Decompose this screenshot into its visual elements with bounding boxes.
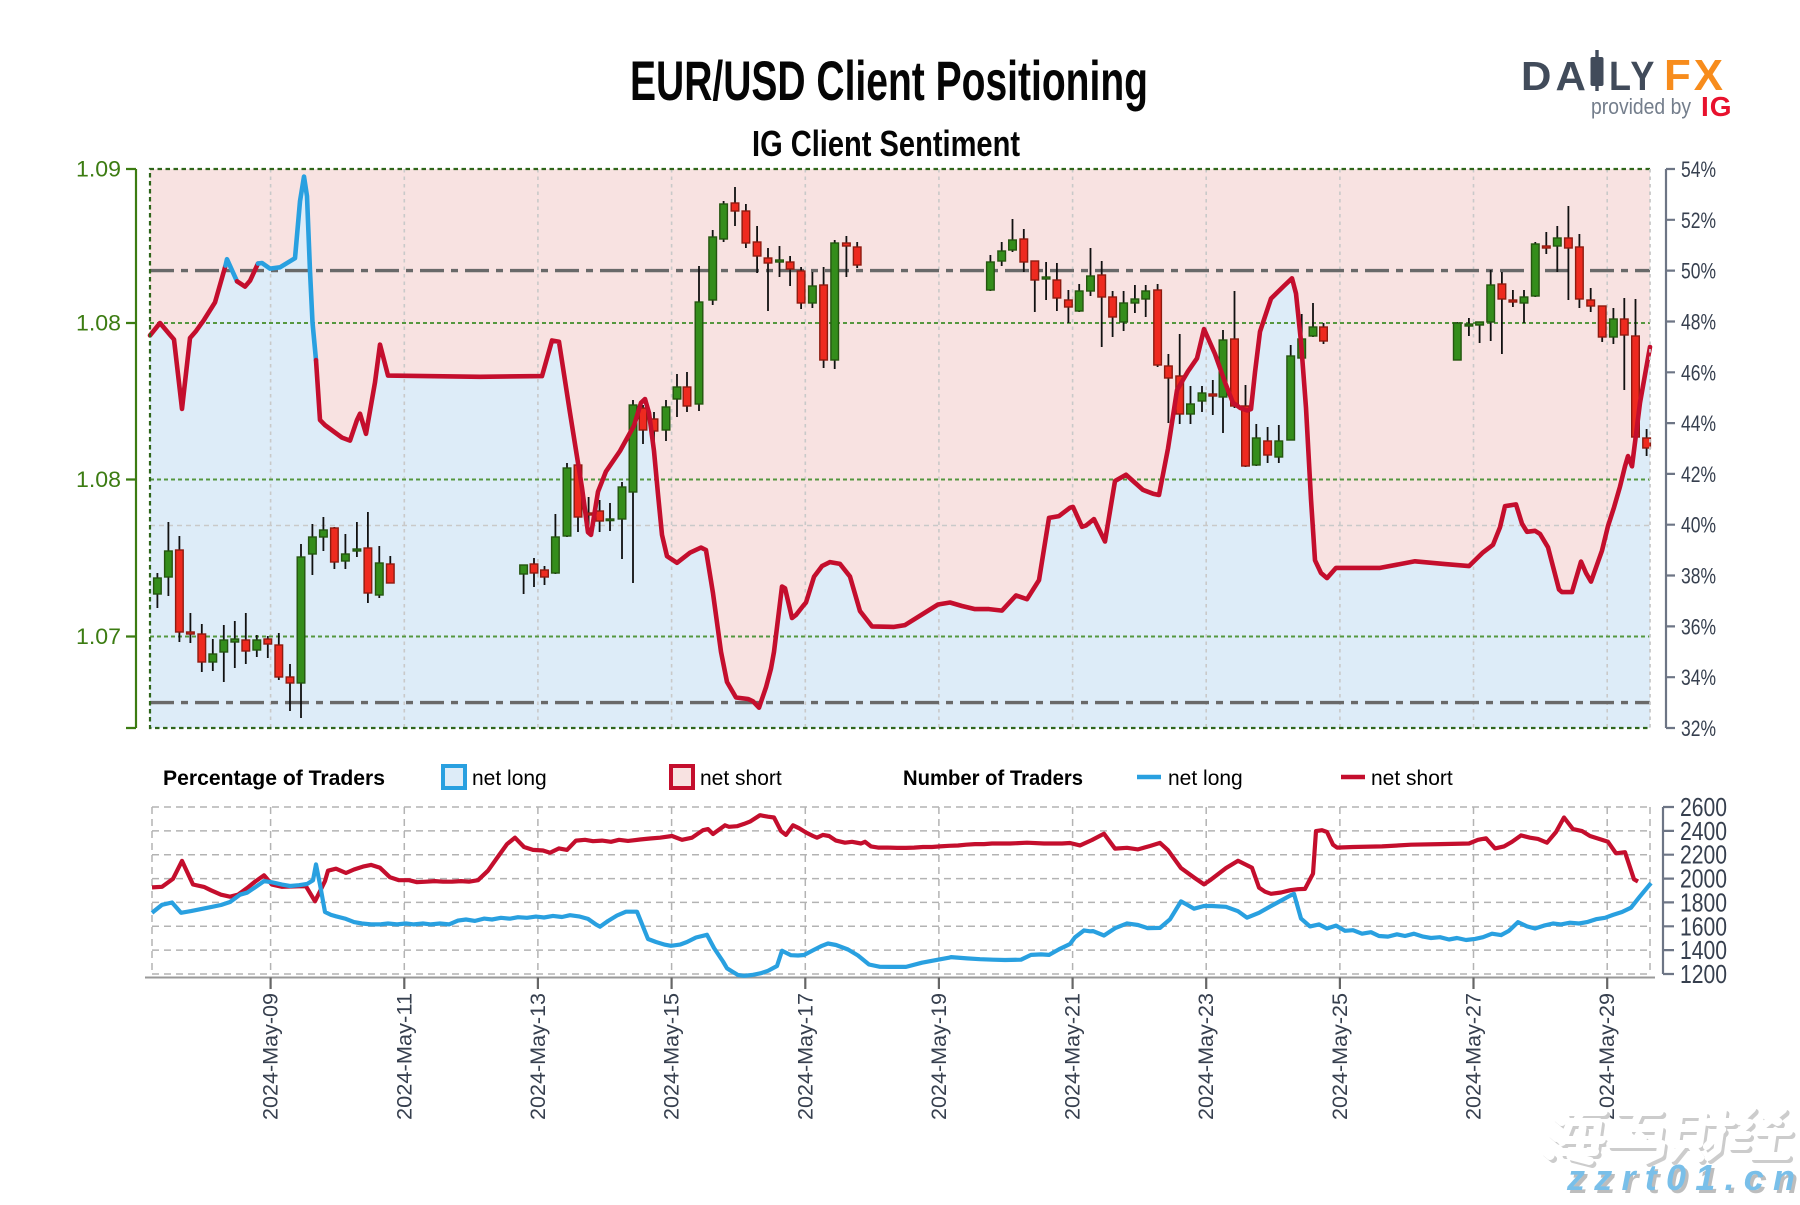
svg-text:2024-May-23: 2024-May-23 bbox=[1195, 993, 1218, 1120]
svg-text:zzrt01.cn: zzrt01.cn bbox=[1566, 1157, 1795, 1198]
svg-text:34%: 34% bbox=[1681, 665, 1716, 690]
svg-text:2000: 2000 bbox=[1680, 864, 1727, 894]
svg-text:IG Client Sentiment: IG Client Sentiment bbox=[752, 123, 1020, 164]
svg-text:net short: net short bbox=[700, 767, 782, 790]
svg-text:2024-May-19: 2024-May-19 bbox=[928, 993, 951, 1120]
svg-text:2600: 2600 bbox=[1680, 792, 1727, 822]
svg-text:EUR/USD Client Positioning: EUR/USD Client Positioning bbox=[630, 49, 1148, 112]
svg-text:54%: 54% bbox=[1681, 157, 1716, 182]
svg-text:net short: net short bbox=[1371, 767, 1453, 790]
svg-text:1.08: 1.08 bbox=[76, 467, 121, 492]
svg-text:2024-May-17: 2024-May-17 bbox=[794, 993, 817, 1120]
svg-text:42%: 42% bbox=[1681, 462, 1716, 487]
svg-text:52%: 52% bbox=[1681, 208, 1716, 233]
svg-text:1400: 1400 bbox=[1680, 935, 1727, 965]
svg-text:1200: 1200 bbox=[1680, 959, 1727, 989]
svg-text:IG: IG bbox=[1701, 91, 1733, 122]
svg-text:Number of Traders: Number of Traders bbox=[903, 767, 1083, 790]
svg-text:50%: 50% bbox=[1681, 259, 1716, 284]
svg-text:36%: 36% bbox=[1681, 614, 1716, 639]
svg-text:38%: 38% bbox=[1681, 564, 1716, 589]
svg-text:48%: 48% bbox=[1681, 310, 1716, 335]
svg-text:2024-May-27: 2024-May-27 bbox=[1463, 993, 1486, 1120]
svg-text:2024-May-11: 2024-May-11 bbox=[393, 993, 416, 1120]
svg-text:FX: FX bbox=[1664, 51, 1726, 100]
svg-text:1.08: 1.08 bbox=[76, 311, 121, 336]
svg-text:32%: 32% bbox=[1681, 716, 1716, 741]
svg-text:DA: DA bbox=[1521, 53, 1590, 99]
svg-text:40%: 40% bbox=[1681, 513, 1716, 538]
svg-text:2024-May-15: 2024-May-15 bbox=[661, 993, 684, 1120]
svg-text:net long: net long bbox=[1168, 767, 1243, 790]
svg-text:2024-May-25: 2024-May-25 bbox=[1329, 993, 1352, 1120]
svg-text:1800: 1800 bbox=[1680, 887, 1727, 917]
svg-text:zzrt01.cn: zzrt01.cn bbox=[1569, 1160, 1798, 1200]
svg-text:2400: 2400 bbox=[1680, 816, 1727, 846]
svg-text:2200: 2200 bbox=[1680, 840, 1727, 870]
svg-text:LY: LY bbox=[1609, 53, 1657, 99]
svg-text:2024-May-09: 2024-May-09 bbox=[260, 993, 283, 1120]
svg-text:2024-May-21: 2024-May-21 bbox=[1062, 993, 1085, 1120]
svg-text:1600: 1600 bbox=[1680, 911, 1727, 941]
svg-text:provided by: provided by bbox=[1591, 94, 1691, 119]
svg-text:1.07: 1.07 bbox=[76, 624, 121, 649]
svg-text:44%: 44% bbox=[1681, 411, 1716, 436]
svg-text:2024-May-13: 2024-May-13 bbox=[527, 993, 550, 1120]
svg-text:1.09: 1.09 bbox=[76, 157, 121, 182]
svg-text:46%: 46% bbox=[1681, 360, 1716, 385]
svg-text:net long: net long bbox=[472, 767, 547, 790]
svg-text:Percentage of Traders: Percentage of Traders bbox=[163, 767, 385, 790]
svg-text:2024-May-29: 2024-May-29 bbox=[1596, 993, 1619, 1120]
